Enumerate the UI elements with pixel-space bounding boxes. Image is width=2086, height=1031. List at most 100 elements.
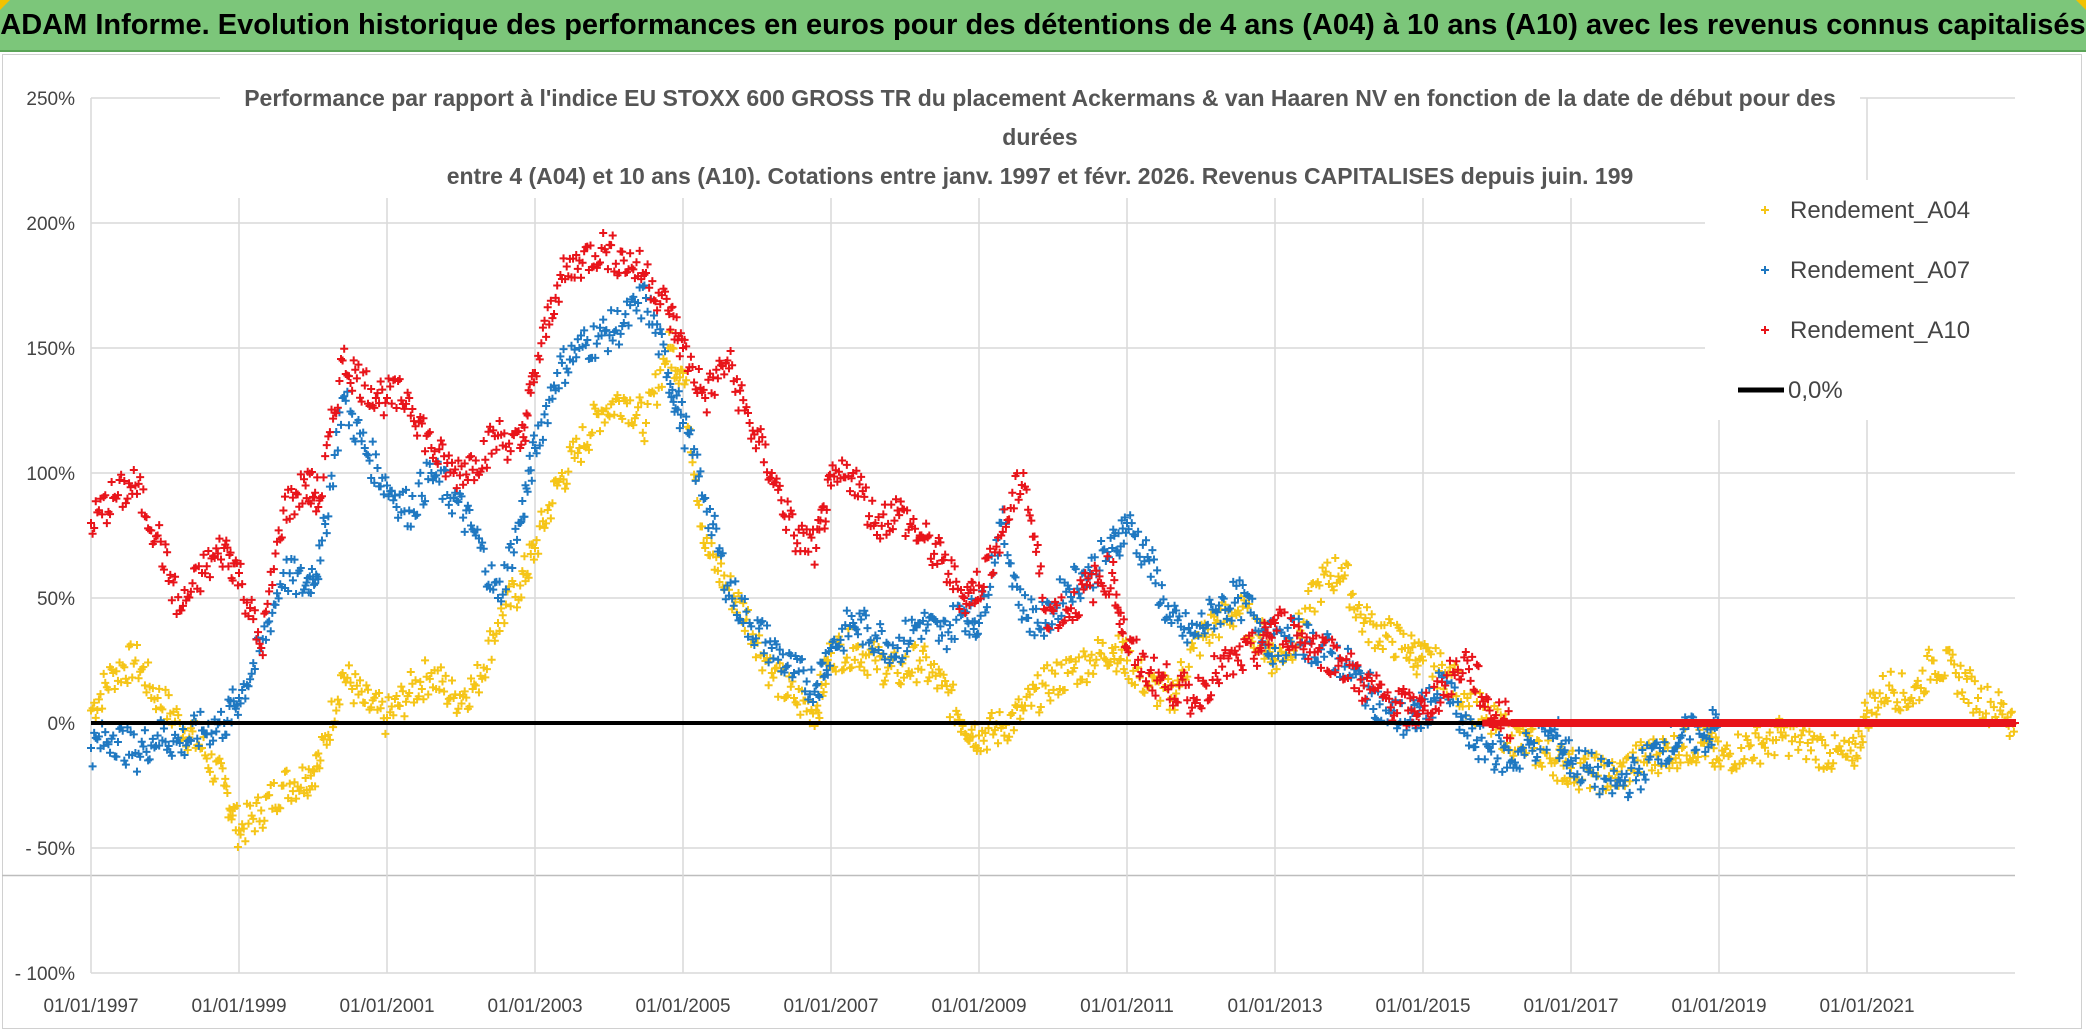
chart-frame [2,54,2082,1029]
rendement-a10-filler-mark [1409,693,1418,702]
rendement-a07-filler-mark [1066,592,1075,601]
rendement-a04-filler-mark [524,573,533,582]
rendement-a10-filler-mark [1090,561,1099,570]
rendement-a07-point [553,369,562,377]
rendement-a07-filler-mark [1369,705,1378,714]
rendement-a07-filler-mark [1586,763,1595,772]
rendement-a04-filler-mark [573,449,582,458]
rendement-a07-filler-mark [367,473,376,482]
rendement-a07-filler-mark [1625,788,1634,797]
rendement-a07-filler-mark [425,459,434,468]
rendement-a04-filler-mark [1674,751,1683,760]
rendement-a07-point [1485,744,1494,752]
rendement-a04-filler-mark [786,682,795,691]
rendement-a04-point [316,756,325,765]
rendement-a10-point [405,394,414,402]
rendement-a04-filler-mark [1970,677,1979,686]
rendement-a07-filler-mark [715,544,724,553]
rendement-a07-filler-mark [569,357,578,366]
rendement-a07-filler-mark [148,734,157,743]
rendement-a10-filler-mark [1210,652,1219,661]
rendement-a10-point [871,519,880,527]
rendement-a04-filler-mark [314,749,323,758]
rendement-a04-filler-mark [1549,771,1558,780]
rendement-a07-filler-mark [944,628,953,637]
rendement-a10-filler-mark [876,534,885,543]
rendement-a04-filler-mark [1853,754,1862,763]
rendement-a04-filler-mark [1391,652,1400,661]
rendement-a04-filler-mark [1316,597,1325,606]
rendement-a04-filler-mark [1749,753,1758,762]
rendement-a07-filler-mark [651,328,660,337]
rendement-a10-filler-mark [887,500,896,509]
rendement-a07-filler-mark [1165,612,1174,621]
rendement-a04-filler-mark [962,731,971,740]
rendement-a10-filler-mark [1422,688,1431,697]
rendement-a07-filler-mark [750,641,759,650]
rendement-a04-filler-mark [559,475,568,484]
rendement-a10-legend-marker [1761,326,1769,334]
rendement-a10-filler-mark [1420,701,1429,710]
rendement-a10-filler-mark [572,251,581,260]
rendement-a07-filler-mark [731,577,740,586]
rendement-a10-filler-mark [1457,675,1466,684]
rendement-a07-filler-mark [379,490,388,499]
rendement-a04-point [257,806,266,815]
rendement-a07-filler-mark [121,760,130,769]
rendement-a04-filler-mark [1070,664,1079,673]
y-tick-label: - 50% [25,839,75,860]
rendement-a10-filler-mark [438,440,447,449]
rendement-a07-filler-mark [608,336,617,345]
rendement-a04-filler-mark [831,667,840,676]
rendement-a07-filler-mark [389,496,398,505]
rendement-a10-filler-mark [772,474,781,483]
rendement-a04-point [516,581,525,590]
rendement-a04-filler-mark [1205,638,1214,647]
rendement-a10-filler-mark [540,316,549,325]
rendement-a10-filler-mark [386,382,395,391]
rendement-a10-filler-mark [400,404,409,413]
rendement-a07-filler-mark [936,622,945,631]
x-tick-label: 01/01/2017 [1523,996,1618,1017]
rendement-a07-filler-mark [682,412,691,421]
rendement-a10-filler-mark [255,639,264,648]
rendement-a10-filler-mark [751,444,760,453]
rendement-a04-filler-mark [1409,662,1418,671]
rendement-a10-filler-mark [1142,677,1151,686]
rendement-a04-filler-mark [180,726,189,735]
rendement-a04-filler-mark [1784,751,1793,760]
rendement-a10-filler-mark [123,494,132,503]
rendement-a07-filler-mark [274,594,283,603]
rendement-a10-filler-mark [668,302,677,311]
rendement-a10-filler-mark [199,550,208,559]
rendement-a04-filler-mark [120,663,129,672]
rendement-a04-filler-mark [986,714,995,723]
rendement-a04-filler-mark [675,373,684,382]
rendement-a04-filler-mark [490,636,499,645]
rendement-a07-filler-mark [1183,638,1192,647]
rendement-a10-filler-mark [526,388,535,397]
rendement-a04-filler-mark [1958,688,1967,697]
rendement-a10-point [360,381,369,390]
rendement-a04-filler-mark [1120,668,1129,677]
rendement-a07-filler-mark [1203,620,1212,629]
y-tick-label: - 100% [15,964,75,985]
rendement-a10-filler-mark [1143,681,1152,690]
rendement-a10-filler-mark [1479,697,1488,706]
rendement-a10-point [471,456,480,465]
rendement-a07-filler-mark [506,540,515,549]
rendement-a04-filler-mark [1267,669,1276,678]
rendement-a10-filler-mark [1353,661,1362,670]
rendement-a04-filler-mark [1111,643,1120,652]
rendement-a07-point [619,319,628,327]
rendement-a10-filler-mark [683,367,692,376]
rendement-a10-filler-mark [653,306,662,315]
rendement-a07-filler-mark [804,695,813,704]
rendement-a04-filler-mark [942,682,951,691]
rendement-a10-filler-mark [739,396,748,405]
rendement-a07-filler-mark [685,430,694,439]
rendement-a04-filler-mark [821,679,830,688]
rendement-a07-point [1234,594,1242,602]
rendement-a04-filler-mark [740,626,749,635]
rendement-a10-filler-mark [1307,639,1316,648]
